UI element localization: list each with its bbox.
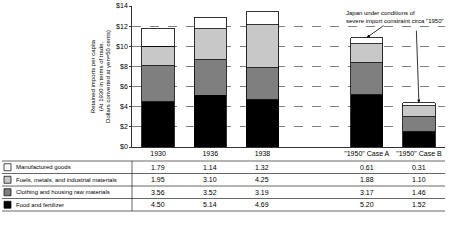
svg-text:4.25: 4.25 xyxy=(255,176,269,183)
svg-text:$10: $10 xyxy=(116,43,128,50)
svg-text:"1950" Case A: "1950" Case A xyxy=(344,150,389,157)
svg-text:1.32: 1.32 xyxy=(255,164,269,171)
svg-text:1.52: 1.52 xyxy=(412,201,426,208)
svg-text:$4: $4 xyxy=(120,103,128,110)
svg-text:5.20: 5.20 xyxy=(360,201,374,208)
svg-text:4.69: 4.69 xyxy=(255,201,269,208)
svg-text:0.31: 0.31 xyxy=(412,164,426,171)
svg-text:1.79: 1.79 xyxy=(151,164,165,171)
svg-text:0.61: 0.61 xyxy=(360,164,374,171)
svg-text:1930: 1930 xyxy=(150,150,166,157)
svg-text:$0: $0 xyxy=(120,143,128,150)
svg-text:1.46: 1.46 xyxy=(412,189,426,196)
svg-text:1.95: 1.95 xyxy=(151,176,165,183)
svg-text:Retained imports per capita(At: Retained imports per capita(At 1930 in t… xyxy=(90,30,112,123)
svg-text:$2: $2 xyxy=(120,123,128,130)
svg-text:1.14: 1.14 xyxy=(203,164,217,171)
svg-text:Fuels, metals, and industrial: Fuels, metals, and industrial materials xyxy=(16,177,117,183)
svg-text:Food and fertilizer: Food and fertilizer xyxy=(16,202,64,208)
svg-text:1936: 1936 xyxy=(202,150,218,157)
svg-text:1.10: 1.10 xyxy=(412,176,426,183)
svg-text:1.88: 1.88 xyxy=(360,176,374,183)
svg-text:Clothing and housing raw mater: Clothing and housing raw materials xyxy=(16,189,110,195)
svg-text:4.50: 4.50 xyxy=(151,201,165,208)
svg-text:3.19: 3.19 xyxy=(255,189,269,196)
svg-text:Manufactured goods: Manufactured goods xyxy=(16,164,71,170)
svg-text:3.52: 3.52 xyxy=(203,189,217,196)
svg-text:3.56: 3.56 xyxy=(151,189,165,196)
svg-text:5.14: 5.14 xyxy=(203,201,217,208)
svg-text:3.17: 3.17 xyxy=(360,189,374,196)
svg-text:"1950" Case B: "1950" Case B xyxy=(396,150,442,157)
svg-text:$12: $12 xyxy=(116,23,128,30)
svg-text:$8: $8 xyxy=(120,63,128,70)
svg-text:1938: 1938 xyxy=(255,150,271,157)
svg-text:3.10: 3.10 xyxy=(203,176,217,183)
svg-text:Japan under conditions ofsever: Japan under conditions ofsevere import c… xyxy=(346,10,444,24)
svg-text:$14: $14 xyxy=(116,2,128,9)
svg-text:$6: $6 xyxy=(120,83,128,90)
